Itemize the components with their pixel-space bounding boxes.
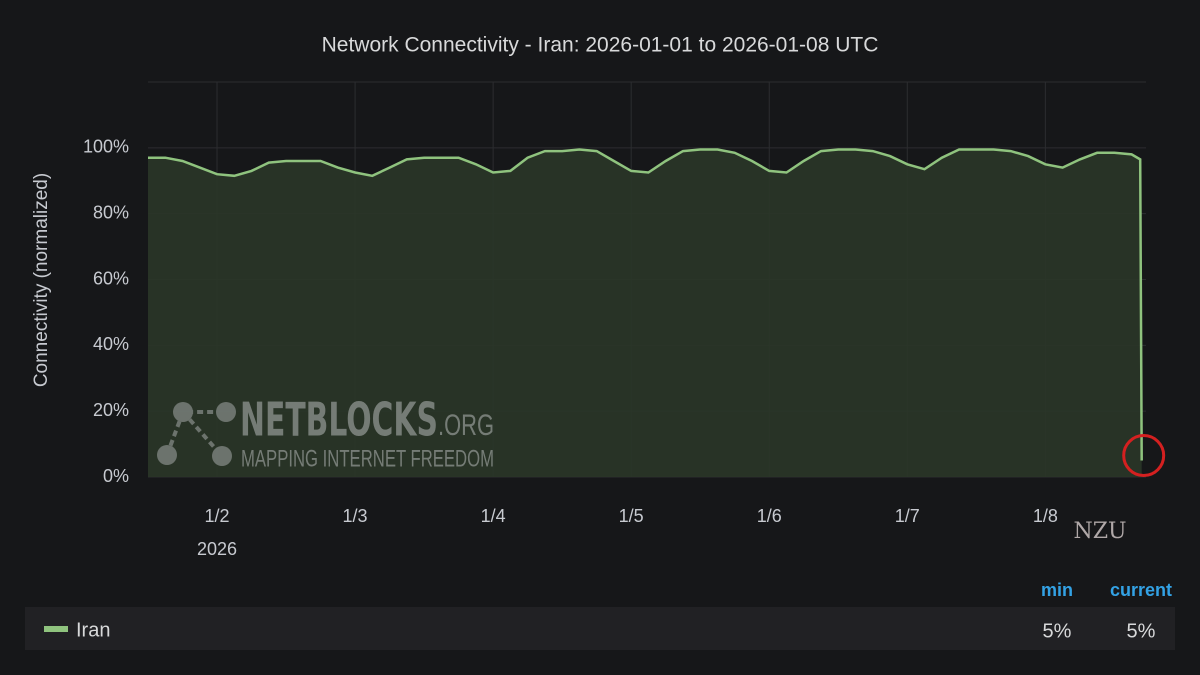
watermark-suffix: .ORG xyxy=(438,409,494,442)
overlay-logo: NZU xyxy=(1073,519,1126,544)
watermark-node xyxy=(212,446,232,466)
x-tick-label: 1/3 xyxy=(343,506,368,526)
watermark-tagline: MAPPING INTERNET FREEDOM xyxy=(241,445,494,472)
y-tick-label: 20% xyxy=(93,400,129,420)
legend-value: 5% xyxy=(1127,620,1156,642)
y-axis-label: Connectivity (normalized) xyxy=(31,173,52,387)
y-tick-label: 40% xyxy=(93,334,129,354)
x-tick-label: 1/2 xyxy=(205,506,230,526)
legend-column-header: min xyxy=(1041,580,1073,600)
area xyxy=(148,149,1142,477)
legend-column-header: current xyxy=(1110,580,1172,600)
x-tick-label: 1/5 xyxy=(619,506,644,526)
chart-title: Network Connectivity - Iran: 2026-01-01 … xyxy=(322,34,879,57)
legend-value: 5% xyxy=(1043,620,1072,642)
y-tick-label: 80% xyxy=(93,202,129,222)
highlight-circle xyxy=(1122,434,1166,478)
watermark-edge xyxy=(165,410,226,458)
watermark: NETBLOCKS .ORG MAPPING INTERNET FREEDOM xyxy=(157,393,494,472)
line xyxy=(148,148,1143,461)
x-tick-label: 1/6 xyxy=(757,506,782,526)
x-tick-label: 1/7 xyxy=(895,506,920,526)
x-tick-label: 1/4 xyxy=(481,506,506,526)
legend-label: Iran xyxy=(76,619,110,641)
watermark-name: NETBLOCKS xyxy=(240,393,438,447)
x-year-label: 2026 xyxy=(197,539,237,559)
watermark-node xyxy=(216,402,236,422)
x-tick-label: 1/8 xyxy=(1033,506,1058,526)
y-tick-label: 0% xyxy=(103,466,129,486)
legend-band xyxy=(25,607,1175,650)
y-tick-label: 60% xyxy=(93,268,129,288)
y-tick-label: 100% xyxy=(83,137,129,157)
